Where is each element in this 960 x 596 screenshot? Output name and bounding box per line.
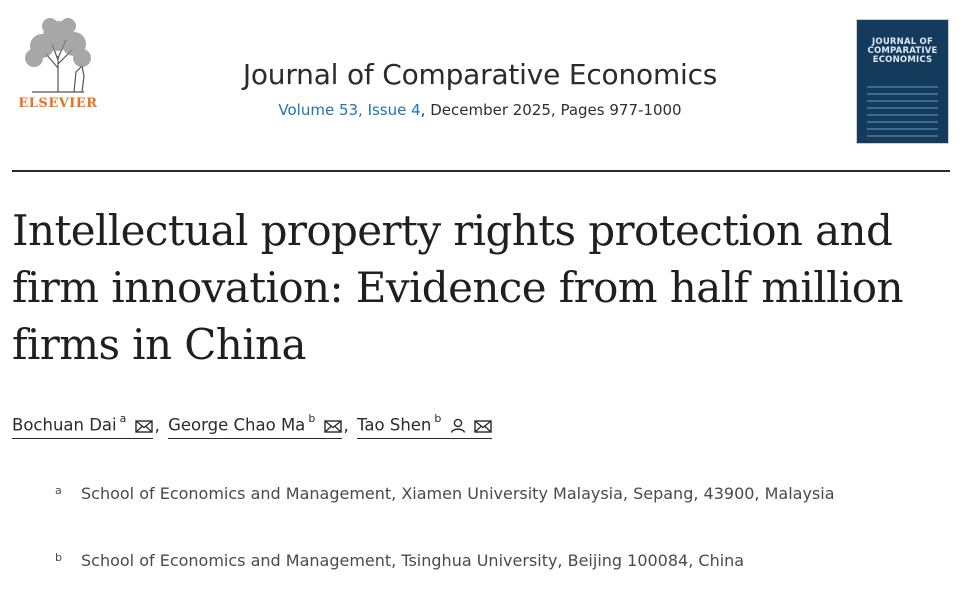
article-title: Intellectual property rights protection … — [12, 206, 904, 369]
journal-header: Journal of Comparative Economics Volume … — [120, 58, 840, 119]
author-separator: , — [343, 415, 349, 435]
issue-line: Volume 53, Issue 4, December 2025, Pages… — [120, 101, 840, 119]
affiliation-mark: a — [55, 484, 62, 497]
author-name: George Chao Ma — [168, 415, 306, 435]
mail-icon — [474, 419, 492, 433]
author-link[interactable]: George Chao Ma b — [168, 412, 342, 439]
author-link[interactable]: Tao Shen b — [357, 412, 492, 439]
author-link[interactable]: Bochuan Dai a — [12, 412, 153, 439]
mail-icon — [323, 419, 342, 433]
person-icon — [450, 418, 465, 433]
header-divider — [12, 170, 950, 172]
affiliation-marker: b — [308, 412, 316, 425]
affiliation-item: a School of Economics and Management, Xi… — [55, 477, 935, 510]
author-list: Bochuan Dai a , George Chao Ma b , Tao She… — [12, 412, 492, 439]
journal-cover-image[interactable]: JOURNAL OF COMPARATIVE ECONOMICS — [856, 19, 949, 144]
publisher-name: ELSEVIER — [18, 96, 98, 111]
affiliation-marker: a — [119, 412, 127, 425]
journal-title-link[interactable]: Journal of Comparative Economics — [242, 58, 718, 91]
author-separator: , — [154, 415, 160, 435]
affiliation-item: b School of Economics and Management, Ts… — [55, 544, 935, 577]
issue-details: , December 2025, Pages 977-1000 — [420, 101, 682, 119]
author-name: Tao Shen — [357, 415, 432, 435]
volume-issue-link[interactable]: Volume 53, Issue 4 — [278, 101, 421, 119]
publisher-logo[interactable]: ELSEVIER — [12, 16, 104, 116]
affiliation-text: School of Economics and Management, Tsin… — [81, 551, 745, 570]
elsevier-tree-icon — [12, 16, 104, 94]
mail-icon — [134, 419, 153, 433]
cover-text: JOURNAL OF COMPARATIVE ECONOMICS — [867, 37, 938, 65]
author-name: Bochuan Dai — [12, 415, 117, 435]
affiliation-mark: b — [55, 551, 62, 564]
affiliation-marker: b — [434, 412, 442, 425]
cover-decoration — [867, 86, 938, 142]
affiliation-text: School of Economics and Management, Xiam… — [81, 484, 835, 503]
